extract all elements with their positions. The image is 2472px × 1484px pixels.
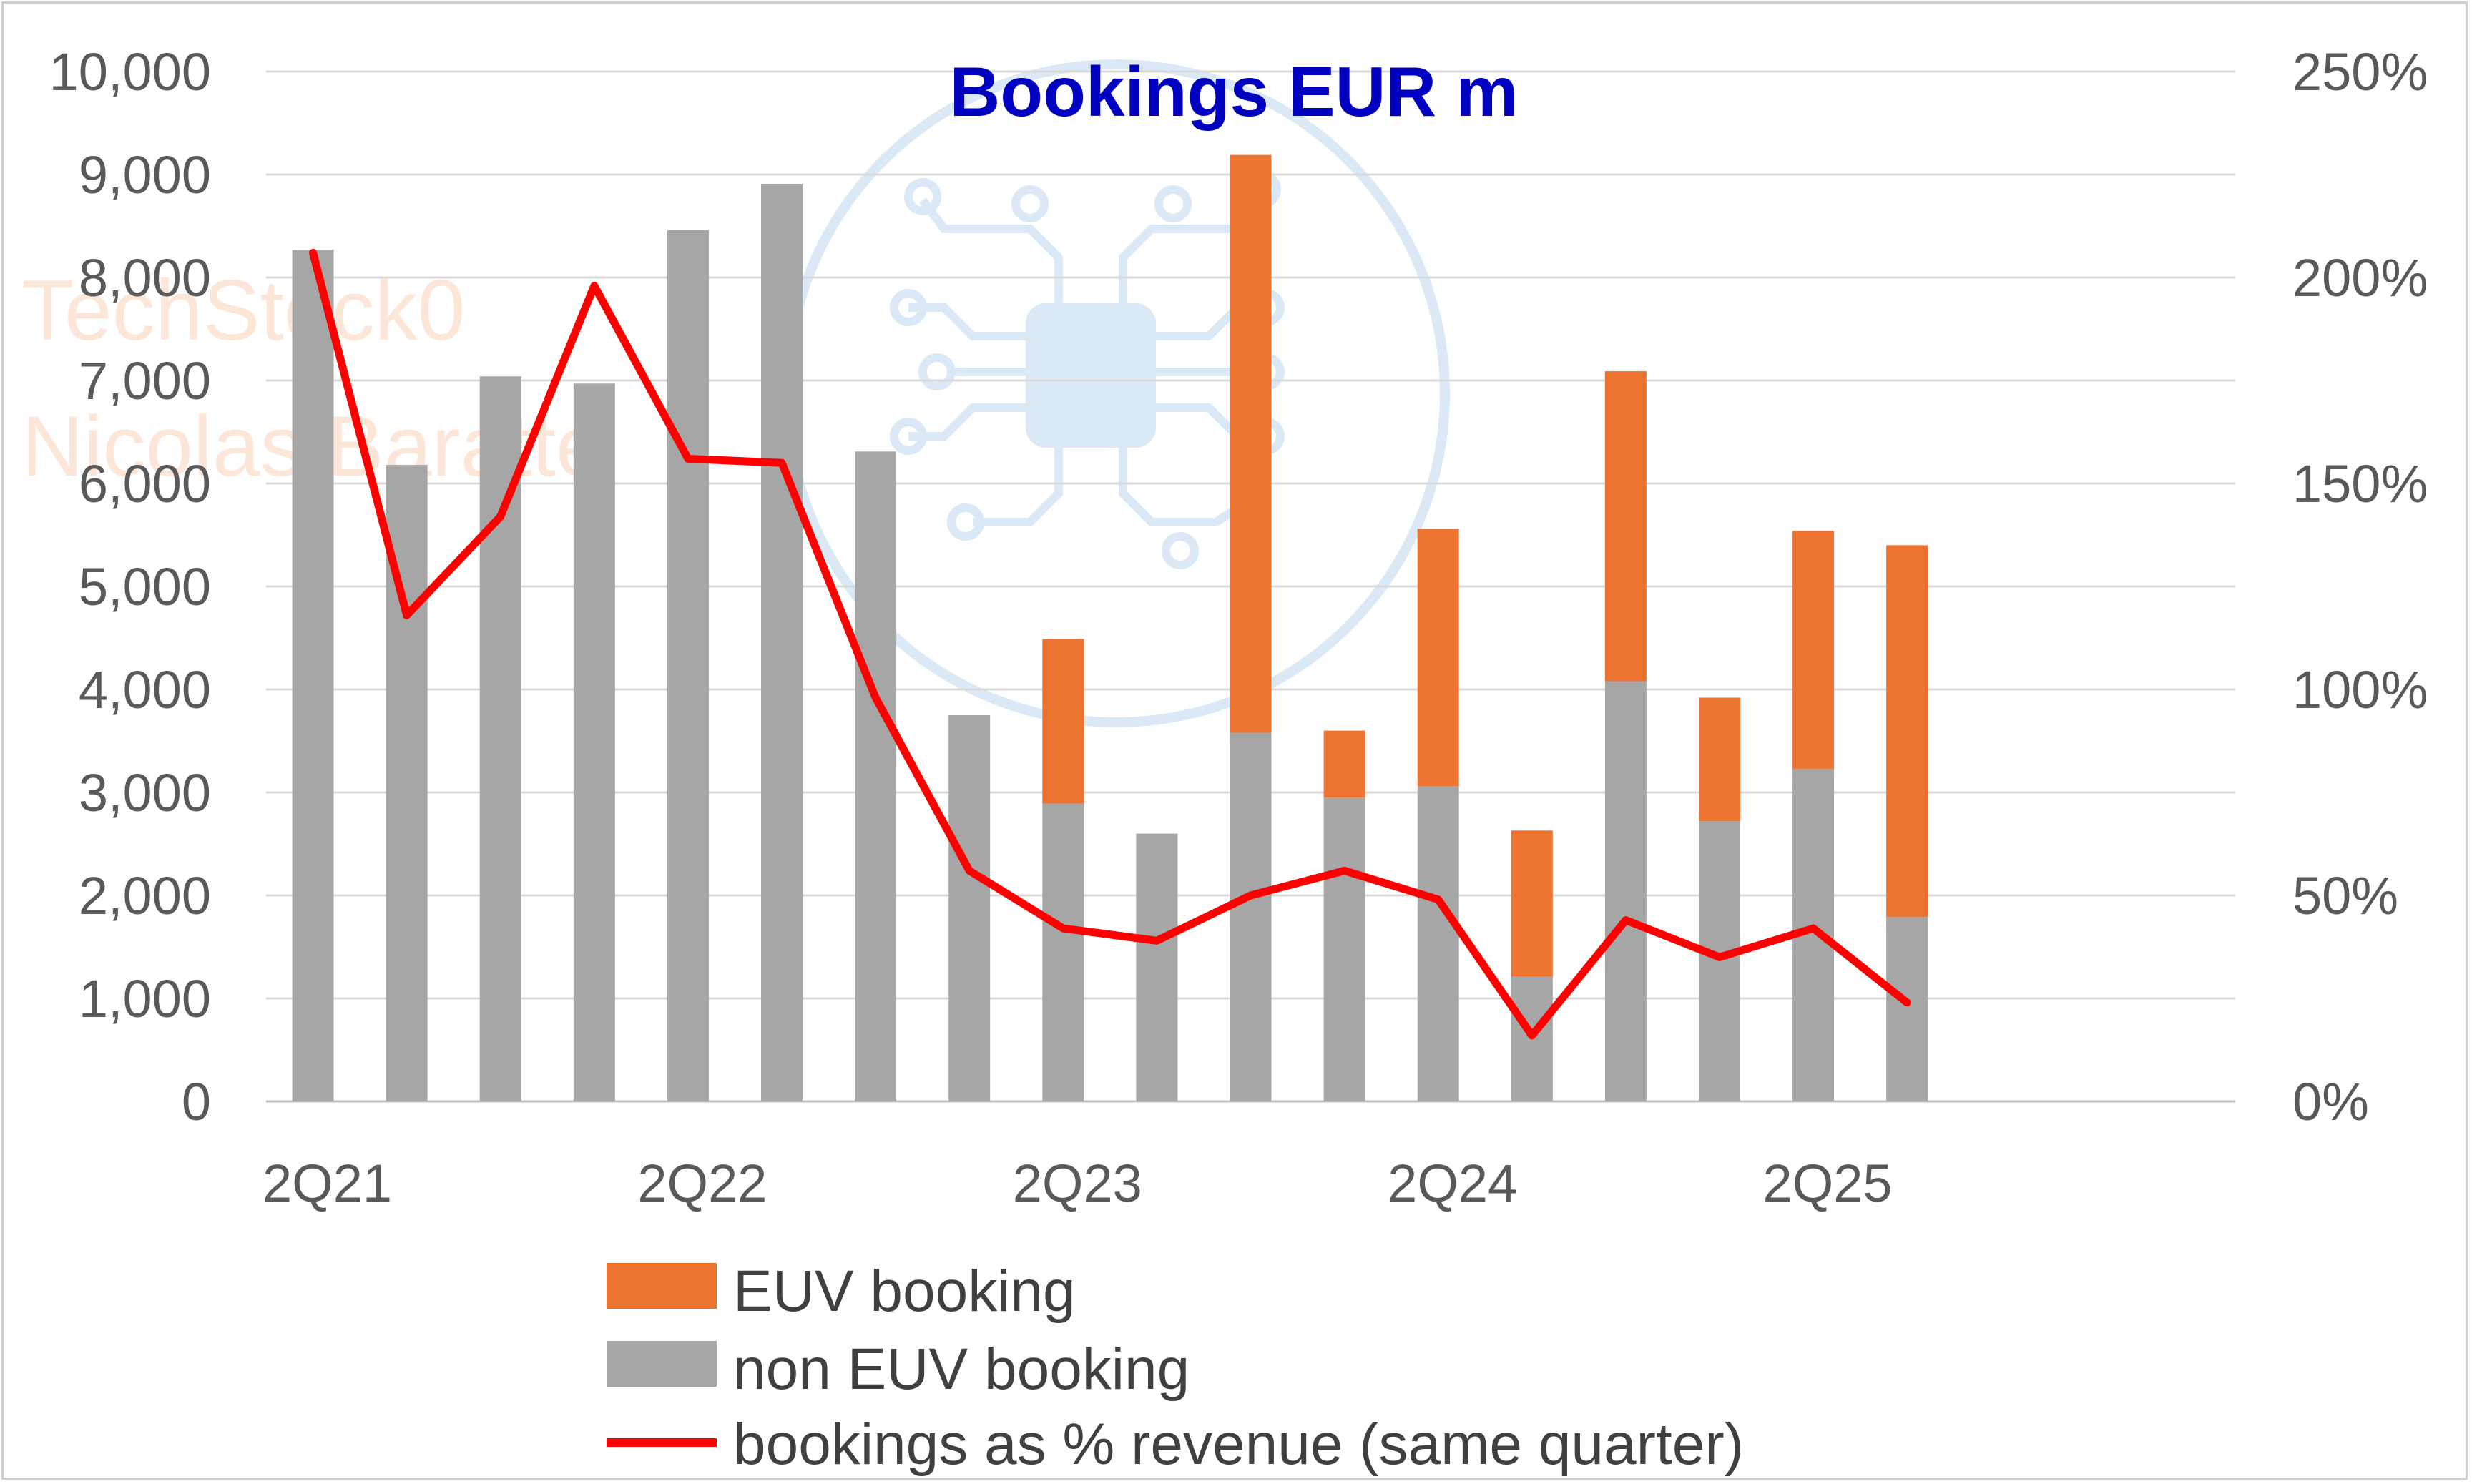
y-left-tick-label: 3,000 xyxy=(79,763,211,822)
euv-bar xyxy=(1417,529,1459,787)
x-tick-label: 2Q25 xyxy=(1763,1154,1893,1213)
euv-bar xyxy=(1230,154,1272,733)
euv-bar xyxy=(1511,830,1553,977)
legend-non-euv-swatch xyxy=(607,1341,717,1387)
bars xyxy=(292,154,1928,1102)
non-euv-bar xyxy=(292,250,334,1101)
y-left-tick-label: 10,000 xyxy=(49,42,211,102)
y-left-tick-label: 4,000 xyxy=(79,660,211,719)
legend: EUV booking non EUV booking bookings as … xyxy=(607,1259,1744,1477)
y-left-tick-label: 9,000 xyxy=(79,145,211,205)
y-left-tick-label: 1,000 xyxy=(79,969,211,1028)
y-left-tick-label: 8,000 xyxy=(79,248,211,308)
y-right-tick-label: 0% xyxy=(2292,1072,2369,1131)
non-euv-bar xyxy=(1323,797,1365,1101)
y-right-tick-label: 250% xyxy=(2292,42,2428,102)
x-tick-label: 2Q24 xyxy=(1388,1154,1517,1213)
legend-ratio-label: bookings as % revenue (same quarter) xyxy=(733,1412,1744,1477)
x-axis-tick-labels: 2Q21 2Q22 2Q23 2Q24 2Q25 xyxy=(263,1154,1893,1213)
euv-bar xyxy=(1604,371,1647,682)
ratio-line xyxy=(309,248,1911,1040)
non-euv-bar xyxy=(1886,917,1928,1101)
euv-bar xyxy=(1698,697,1740,822)
chart-title: Bookings EUR m xyxy=(950,52,1519,131)
euv-bar xyxy=(1792,531,1835,769)
non-euv-bar xyxy=(855,451,897,1101)
euv-bar xyxy=(1323,730,1365,798)
y-right-tick-label: 150% xyxy=(2292,454,2428,513)
x-tick-label: 2Q23 xyxy=(1013,1154,1142,1213)
non-euv-bar xyxy=(667,230,709,1101)
non-euv-bar xyxy=(1042,803,1084,1101)
y-left-tick-label: 6,000 xyxy=(79,454,211,513)
non-euv-bar xyxy=(1604,681,1647,1101)
y-left-tick-label: 0 xyxy=(182,1072,211,1131)
non-euv-bar xyxy=(1136,833,1178,1101)
y-right-tick-label: 200% xyxy=(2292,248,2428,308)
legend-euv-swatch xyxy=(607,1263,717,1309)
left-axis-tick-labels: 0 1,000 2,000 3,000 4,000 5,000 6,000 7,000 8,00… xyxy=(49,42,211,1131)
non-euv-bar xyxy=(761,183,803,1102)
non-euv-bar xyxy=(1417,786,1459,1101)
y-right-tick-label: 50% xyxy=(2292,866,2398,925)
legend-non-euv-label: non EUV booking xyxy=(733,1337,1190,1402)
ratio-line-path xyxy=(309,248,1911,1040)
right-axis-tick-labels: 0% 50% 100% 150% 200% 250% xyxy=(2292,42,2428,1131)
non-euv-bar xyxy=(479,376,521,1101)
x-tick-label: 2Q22 xyxy=(637,1154,767,1213)
non-euv-bar xyxy=(1698,821,1740,1101)
non-euv-bar xyxy=(573,383,615,1101)
y-left-tick-label: 2,000 xyxy=(79,866,211,925)
y-left-tick-label: 7,000 xyxy=(79,351,211,411)
legend-euv-label: EUV booking xyxy=(733,1259,1076,1324)
euv-bar xyxy=(1886,545,1928,918)
non-euv-bar xyxy=(1230,732,1272,1101)
chip-icon xyxy=(890,171,1285,569)
y-right-tick-label: 100% xyxy=(2292,660,2428,719)
x-tick-label: 2Q21 xyxy=(263,1154,392,1213)
y-left-tick-label: 5,000 xyxy=(79,557,211,616)
non-euv-bar xyxy=(948,715,991,1101)
euv-bar xyxy=(1042,639,1084,804)
